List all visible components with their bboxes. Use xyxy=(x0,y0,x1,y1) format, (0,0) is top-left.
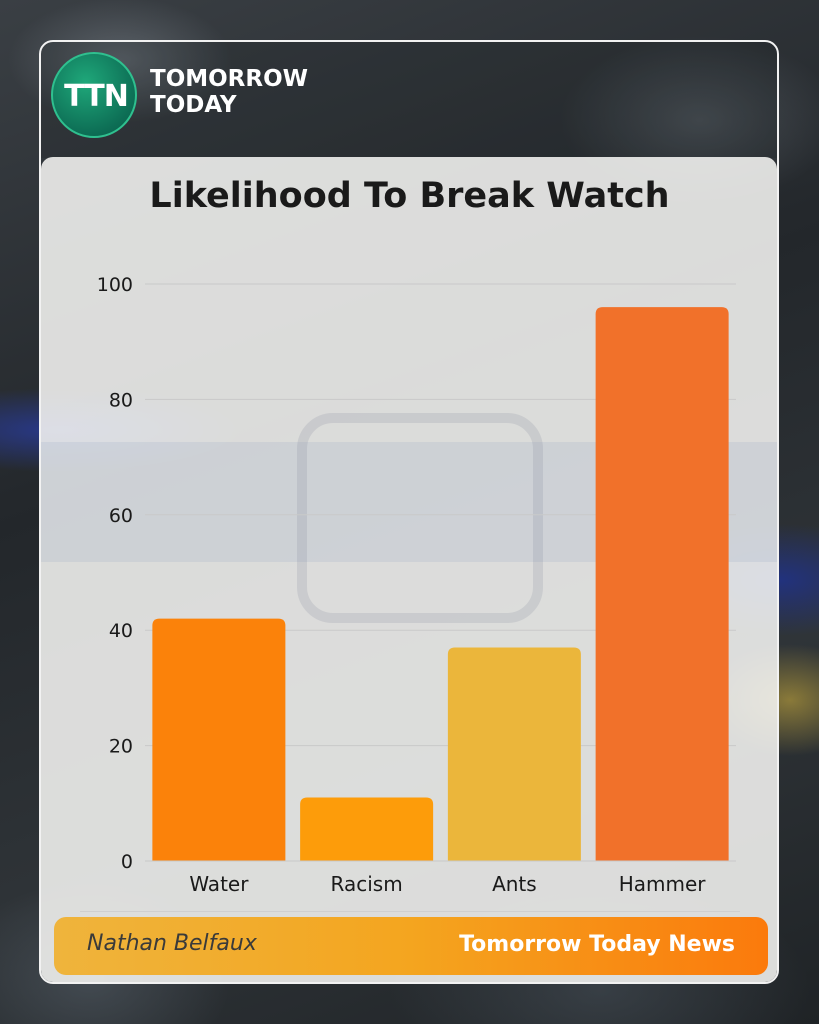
y-tick-label-60: 60 xyxy=(109,505,133,527)
card-header-area xyxy=(41,42,777,158)
bar-water xyxy=(152,618,286,861)
y-tick-label-0: 0 xyxy=(121,851,133,873)
x-tick-label-ants: Ants xyxy=(492,872,537,896)
chart-title: Likelihood To Break Watch xyxy=(149,176,670,216)
bar-ants xyxy=(447,647,581,861)
watch-ghost xyxy=(297,413,543,623)
y-tick-label-80: 80 xyxy=(109,389,133,411)
publisher-name: Tomorrow Today News xyxy=(459,932,735,957)
footer-divider xyxy=(80,911,740,912)
x-tick-label-hammer: Hammer xyxy=(619,872,707,896)
y-tick-label-100: 100 xyxy=(97,274,133,296)
footer-bar: Nathan Belfaux Tomorrow Today News xyxy=(54,917,768,975)
logo-text: TTN xyxy=(64,79,129,114)
x-tick-label-racism: Racism xyxy=(331,872,403,896)
y-tick-label-20: 20 xyxy=(109,736,133,758)
brand-line-2: TODAY xyxy=(150,92,237,118)
x-tick-label-water: Water xyxy=(189,872,249,896)
ttn-logo: TTN xyxy=(51,52,137,138)
brand-line-1: TOMORROW xyxy=(150,66,309,92)
bar-hammer xyxy=(595,307,729,862)
bar-racism xyxy=(300,797,434,861)
author-name: Nathan Belfaux xyxy=(87,931,257,956)
brand-name: TOMORROW TODAY xyxy=(150,66,308,118)
y-tick-label-40: 40 xyxy=(109,620,133,642)
